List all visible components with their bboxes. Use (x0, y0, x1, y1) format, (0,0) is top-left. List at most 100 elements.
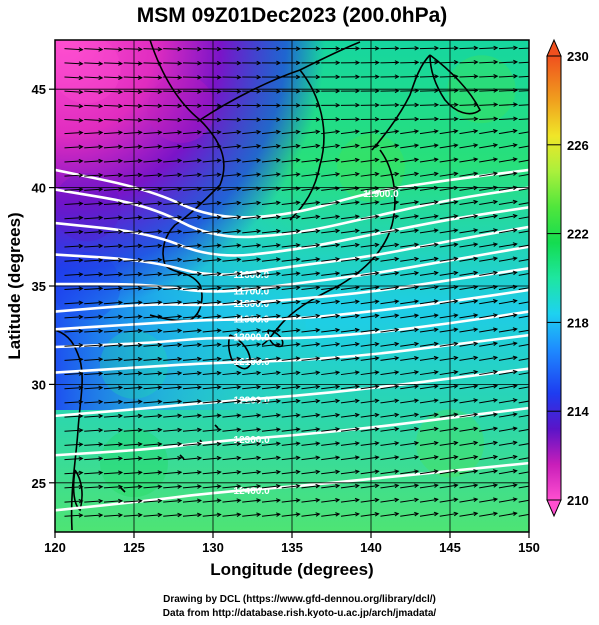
wind-vector-head (256, 356, 262, 362)
wind-vector (222, 358, 241, 361)
wind-vector-head (512, 383, 518, 389)
wind-vector-head (533, 498, 537, 502)
geopotential-contour (55, 333, 529, 374)
wind-vector (301, 244, 320, 248)
wind-vector (242, 287, 261, 291)
wind-vector-head (295, 455, 301, 461)
wind-vector (439, 201, 458, 206)
wind-vector (261, 329, 280, 333)
wind-vector-head (512, 171, 518, 176)
wind-vector (123, 160, 142, 163)
wind-vector (380, 144, 399, 149)
wind-vector (64, 245, 83, 248)
wind-vector-head (354, 427, 360, 432)
wind-vector-head (533, 455, 537, 459)
wind-vector (242, 244, 261, 248)
wind-vector (182, 358, 201, 361)
wind-vector-head (118, 61, 124, 66)
wind-vector-head (434, 74, 440, 79)
wind-vector-head (197, 130, 202, 135)
wind-vector-head (256, 285, 262, 291)
wind-vector (281, 272, 300, 276)
wind-vector-head (394, 327, 400, 333)
wind-vector-head (216, 200, 222, 206)
wind-vector (340, 343, 359, 347)
wind-vector-head (78, 484, 84, 490)
wind-vector-head (315, 46, 321, 51)
wind-vector-head (394, 228, 400, 234)
wind-vector (479, 441, 498, 446)
wind-vector-head (473, 313, 479, 318)
wind-vector-head (197, 512, 202, 518)
wind-vector-head (177, 314, 183, 319)
wind-vector (242, 301, 261, 305)
wind-vector (479, 130, 498, 135)
wind-vector (242, 400, 261, 404)
wind-vector-head (98, 385, 104, 390)
wind-vector (498, 118, 517, 121)
wind-vector-head (98, 498, 104, 504)
wind-vector (84, 62, 103, 65)
wind-vector (498, 385, 517, 390)
wind-vector-head (118, 158, 124, 164)
colorbar-min-arrow (546, 499, 562, 518)
wind-vector-head (236, 271, 242, 277)
wind-vector (459, 130, 478, 135)
wind-vector (301, 400, 320, 404)
wind-vector-head (256, 314, 262, 319)
wind-vector-head (433, 157, 439, 163)
wind-vector (380, 456, 399, 461)
wind-vector-head (197, 257, 202, 263)
wind-vector-head (275, 271, 281, 276)
wind-vector (143, 514, 162, 517)
wind-vector-head (533, 144, 537, 148)
wind-vector-head (295, 342, 301, 347)
wind-vector (84, 514, 103, 517)
wind-vector-head (394, 171, 400, 177)
wind-vector-head (275, 484, 281, 489)
wind-vector (321, 442, 340, 446)
wind-vector-head (512, 199, 518, 205)
wind-vector (64, 146, 83, 149)
wind-vector (340, 187, 359, 191)
wind-vector (498, 470, 517, 475)
wind-vector-head (216, 60, 222, 66)
wind-vector (202, 287, 221, 291)
wind-vector (518, 47, 529, 50)
wind-vector-head (177, 512, 183, 518)
wind-vector-head (493, 313, 499, 318)
wind-vector-head (533, 285, 537, 289)
wind-vector-head (493, 242, 499, 247)
wind-vector (419, 118, 438, 121)
wind-vector (103, 231, 122, 234)
wind-vector (479, 427, 498, 432)
wind-vector (459, 413, 478, 418)
wind-vector (518, 428, 529, 432)
wind-vector-head (315, 285, 321, 290)
wind-vector-head (157, 46, 163, 52)
wind-vector (459, 385, 478, 390)
wind-vector (400, 272, 419, 276)
wind-vector-head (374, 143, 380, 149)
wind-vector (163, 62, 182, 64)
wind-vector-head (275, 228, 281, 234)
wind-vector-head (354, 497, 360, 503)
wind-vector (439, 427, 458, 432)
wind-vector (182, 386, 201, 390)
wind-vector-head (118, 456, 124, 461)
wind-vector (459, 104, 478, 106)
wind-vector (380, 499, 399, 503)
wind-vector-head (295, 143, 301, 149)
wind-vector-head (453, 398, 459, 403)
wind-vector (419, 243, 438, 248)
wind-vector (222, 443, 241, 446)
wind-vector (261, 485, 280, 489)
wind-vector-head (433, 412, 439, 418)
wind-vector-head (414, 74, 420, 79)
wind-vector (301, 456, 320, 461)
wind-vector (498, 243, 517, 248)
wind-vector-head (236, 427, 242, 432)
colorbar-tick-label: 218 (567, 315, 589, 330)
wind-vector-head (275, 285, 281, 291)
wind-vector-head (295, 285, 301, 291)
